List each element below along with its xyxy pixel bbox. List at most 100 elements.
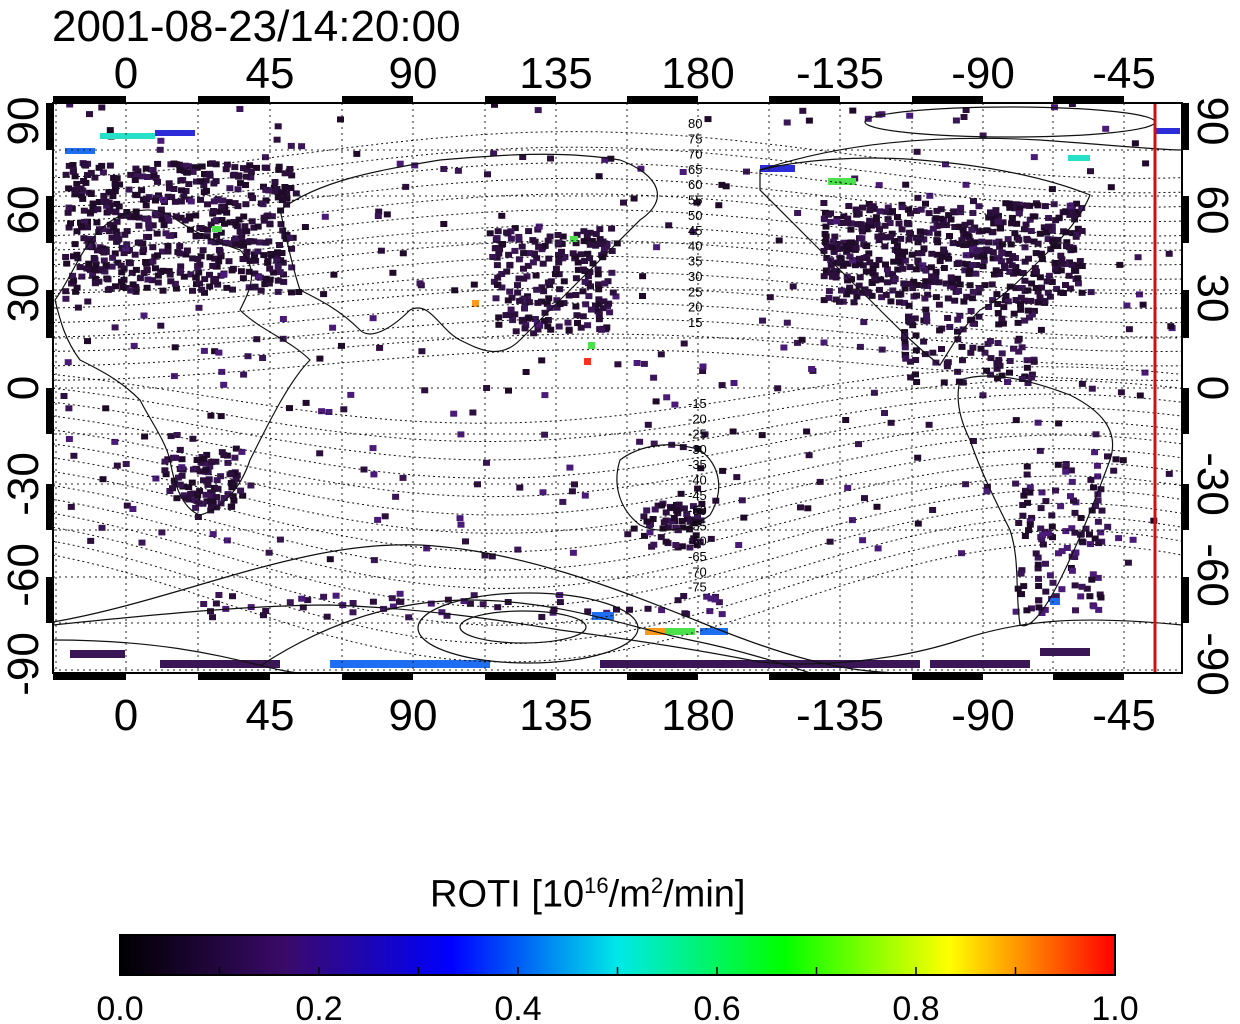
x-tick-label-bottom: 90 — [389, 691, 438, 740]
roti-pixel — [1086, 593, 1094, 600]
roti-pixel — [1097, 594, 1105, 601]
roti-pixel — [516, 297, 524, 304]
roti-pixel — [204, 226, 212, 233]
roti-pixel — [260, 183, 267, 190]
roti-pixel — [860, 319, 868, 326]
roti-pixel — [565, 292, 573, 299]
roti-pixel — [262, 608, 270, 614]
roti-pixel — [152, 265, 159, 272]
roti-pixel — [945, 212, 953, 219]
roti-pixel — [1071, 582, 1079, 589]
roti-pixel — [495, 250, 503, 257]
roti-pixel — [646, 529, 654, 536]
roti-pixel — [286, 405, 293, 412]
roti-pixel — [966, 266, 974, 273]
roti-pixel — [1058, 548, 1066, 555]
roti-pixel — [505, 311, 513, 318]
roti-pixel — [738, 497, 746, 504]
roti-pixel — [286, 166, 294, 172]
roti-pixel — [451, 287, 459, 294]
roti-pixel — [830, 238, 837, 245]
roti-pixel — [1049, 534, 1056, 541]
roti-pixel — [1069, 230, 1077, 237]
roti-pixel — [913, 379, 921, 385]
roti-pixel — [946, 233, 953, 239]
roti-pixel — [673, 507, 681, 514]
roti-pixel — [579, 288, 587, 295]
roti-pixel — [222, 166, 230, 173]
roti-pixel — [176, 250, 184, 257]
roti-pixel — [594, 271, 602, 278]
roti-pixel — [866, 217, 874, 224]
roti-pixel — [220, 381, 228, 388]
contour-label-north: 75 — [688, 131, 702, 146]
roti-pixel — [241, 223, 249, 230]
roti-pixel — [969, 344, 977, 351]
roti-pixel — [969, 288, 977, 295]
roti-pixel — [138, 187, 146, 194]
roti-pixel — [100, 133, 155, 139]
roti-pixel — [185, 213, 193, 220]
roti-pixel — [65, 436, 73, 442]
roti-pixel — [574, 259, 582, 266]
contour-north — [53, 146, 1182, 194]
contour-label-south: -75 — [688, 580, 707, 595]
roti-pixel — [945, 255, 953, 262]
roti-pixel — [1057, 252, 1065, 259]
x-tick-label-top: -135 — [796, 49, 884, 98]
roti-pixel — [1070, 246, 1078, 253]
roti-pixel — [1112, 456, 1120, 463]
roti-pixel — [74, 255, 82, 262]
roti-pixel — [823, 243, 831, 250]
roti-pixel — [574, 320, 581, 326]
roti-pixel — [238, 236, 246, 243]
roti-pixel — [260, 252, 268, 259]
roti-pixel — [105, 189, 113, 196]
roti-pixel — [279, 316, 287, 322]
roti-pixel — [220, 495, 228, 501]
roti-pixel — [1020, 492, 1028, 499]
y-tick-label-right: -30 — [1188, 452, 1237, 516]
roti-pixel — [250, 256, 258, 263]
roti-pixel — [577, 251, 585, 258]
roti-pixel — [958, 260, 966, 267]
roti-pixel — [659, 525, 667, 532]
roti-pixel — [865, 201, 873, 207]
roti-pixel — [158, 529, 166, 536]
roti-pixel — [608, 269, 616, 276]
roti-pixel — [820, 200, 828, 206]
roti-pixel — [889, 287, 897, 294]
roti-pixel — [171, 344, 179, 351]
roti-pixel — [443, 612, 451, 619]
colorbar-ticks — [119, 967, 1116, 975]
roti-pixel — [994, 255, 1002, 262]
roti-pixel — [932, 215, 940, 222]
coastline — [279, 153, 658, 353]
roti-pixel — [196, 261, 204, 268]
roti-pixel — [843, 248, 851, 255]
roti-pixel — [573, 312, 581, 319]
roti-pixel — [652, 398, 660, 405]
roti-pixel — [1077, 593, 1085, 600]
roti-pixel — [1142, 160, 1150, 167]
roti-pixel — [594, 266, 602, 273]
roti-pixel — [1030, 154, 1038, 161]
roti-pixel — [620, 199, 627, 206]
roti-pixel — [194, 492, 202, 499]
roti-pixel — [923, 318, 931, 325]
roti-pixel — [524, 315, 532, 322]
contour-south — [53, 475, 1182, 571]
roti-pixel — [969, 262, 977, 268]
roti-pixel — [105, 208, 113, 215]
roti-pixel — [140, 270, 148, 276]
roti-pixel — [674, 597, 682, 604]
roti-pixel — [991, 271, 998, 278]
roti-pixel — [489, 254, 497, 260]
roti-pixel — [905, 313, 912, 320]
roti-pixel — [276, 242, 283, 248]
roti-pixel — [855, 210, 863, 217]
roti-pixel — [199, 247, 207, 254]
roti-pixel — [961, 221, 969, 228]
roti-pixel — [855, 255, 863, 262]
roti-pixel — [1032, 268, 1040, 275]
